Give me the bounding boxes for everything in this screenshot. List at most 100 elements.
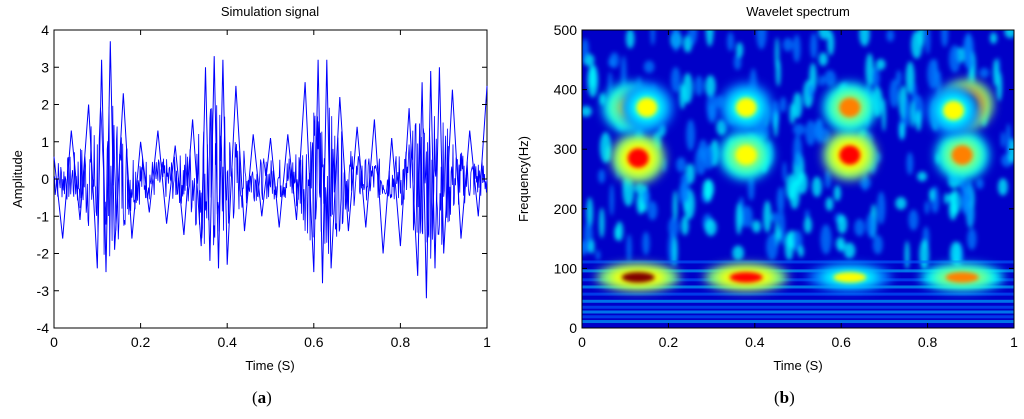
texture-blob [672,190,678,223]
hotspot-core [735,145,757,165]
hotspot-core [951,145,973,165]
texture-blob [872,235,883,255]
texture-blob [589,239,595,254]
texture-blob [811,176,822,198]
texture-blob [634,182,645,194]
texture-blob [1000,131,1005,148]
texture-blob [582,240,589,256]
texture-blob [895,197,907,210]
y-axis-label: Amplitude [10,150,25,208]
panel-simulation-signal: Simulation signal 0 0.2 0.4 0.6 0.8 1 -4 -3 -2-… [0,0,500,419]
texture-blob [837,214,848,234]
x-tick-label: 1 [483,334,491,350]
hotspot-core [735,97,757,118]
low-frequency-bands [582,260,1014,324]
signal-line [53,41,488,299]
texture-blob [1004,30,1014,39]
y-tick-label: 300 [554,141,578,157]
texture-blob [967,228,977,251]
texture-blob [911,82,917,106]
texture-blob [698,139,708,162]
texture-blob [782,161,787,182]
texture-blob [650,30,656,46]
x-tick-label: 0.8 [918,334,938,350]
texture-blob [608,57,615,68]
caption-b: (b) [774,388,795,408]
texture-blob [668,217,679,238]
y-tick-label: -4 [37,320,50,336]
texture-blob [929,188,935,202]
texture-blob [735,202,742,235]
texture-blob [874,151,882,163]
y-tick-label: 400 [554,82,578,98]
x-tick-label: 0.6 [304,334,324,350]
texture-blob [997,178,1008,196]
texture-blob [818,75,825,87]
y-tick-label: -3 [37,283,50,299]
texture-blob [979,67,990,78]
texture-blob [881,98,886,132]
y-tick-label: 2 [41,97,49,113]
hotspot-core [833,272,867,283]
texture-blob [705,75,716,98]
texture-blob [776,186,785,215]
chart-title: Simulation signal [221,4,319,19]
texture-blob [807,82,815,99]
texture-blob [676,157,687,173]
texture-blob [789,103,796,125]
texture-blob [798,245,804,258]
texture-blob [779,96,787,113]
texture-blob [779,211,786,246]
texture-blob [733,54,742,71]
caption-close: ) [266,388,272,407]
texture-blob [1005,123,1012,158]
texture-blob [582,105,592,117]
texture-blob [824,169,831,189]
chart-title: Wavelet spectrum [746,4,850,19]
texture-blob [679,83,686,110]
x-tick-label: 0.8 [391,334,411,350]
texture-blob [598,169,606,184]
texture-blob [989,32,998,44]
texture-blob [622,176,635,207]
x-tick-label: 0 [50,334,58,350]
y-tick-label: 1 [41,134,49,150]
texture-blob [944,192,949,205]
texture-blob [706,93,717,119]
x-axis-ticks: 0 0.2 0.4 0.6 0.8 1 [578,30,1018,350]
y-tick-label: 200 [554,201,578,217]
texture-blob [784,232,794,261]
texture-blob [877,191,886,225]
texture-blob [948,200,957,221]
texture-blob [704,179,713,202]
texture-blob [889,79,899,108]
texture-blob [736,42,744,58]
texture-blob [773,111,779,138]
caption-open: ( [774,388,780,407]
texture-blob [705,30,714,47]
frequency-band [582,269,1014,273]
texture-blob [866,213,876,236]
texture-blob [927,59,939,90]
texture-blob [919,239,930,270]
texture-blob [782,37,793,52]
x-tick-label: 0.6 [831,334,851,350]
y-tick-label: -2 [37,246,50,262]
texture-blob [904,240,910,270]
texture-blob [948,192,956,204]
hotspot-core [729,272,763,283]
frequency-band [582,305,1014,309]
texture-blob [899,122,905,140]
texture-blob [865,53,874,87]
texture-blob [672,30,680,52]
hotspot-core [627,148,649,168]
texture-blob [766,233,779,261]
texture-blob [818,52,828,66]
texture-blob [854,218,865,237]
y-axis-ticks: 0 100 200 300 400 500 [554,22,1014,336]
texture-blob [688,30,698,45]
texture-blob [967,204,974,227]
y-tick-label: 3 [41,59,49,75]
texture-blob [915,110,922,132]
texture-blob [621,55,627,89]
